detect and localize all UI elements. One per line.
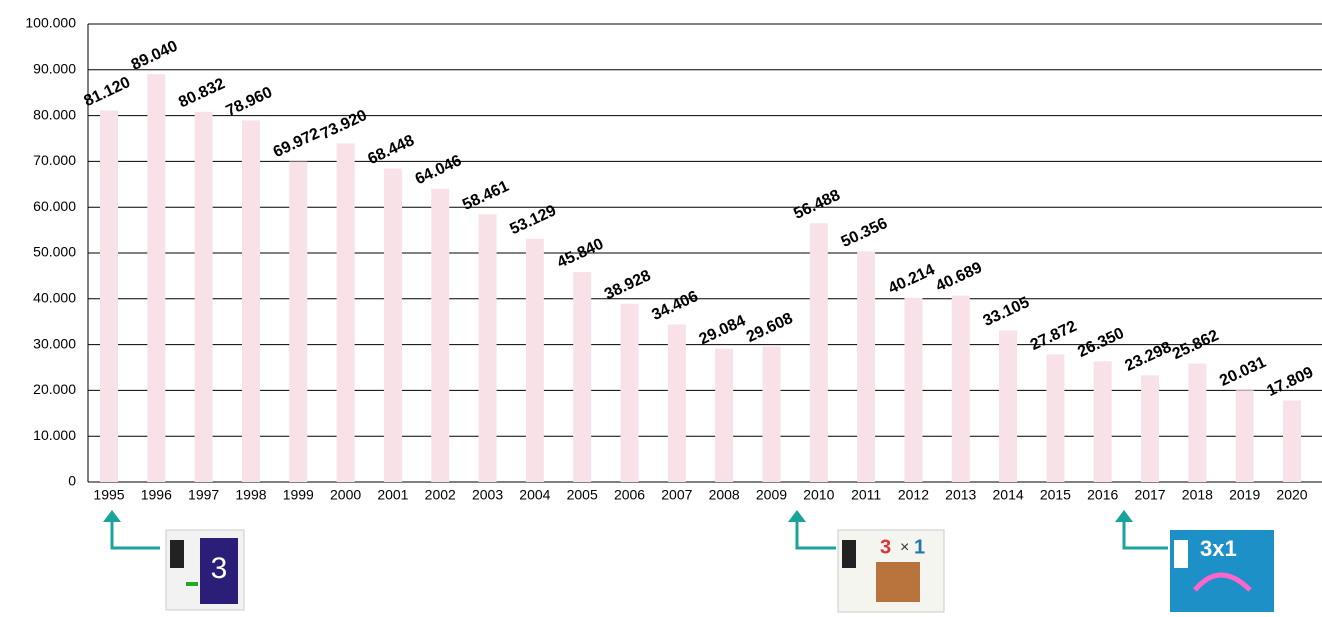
bar bbox=[762, 346, 781, 482]
product-1995: 3 bbox=[103, 510, 245, 611]
y-tick-label: 70.000 bbox=[33, 152, 76, 168]
x-tick-label: 2008 bbox=[709, 487, 740, 503]
value-label: 27.872 bbox=[1028, 318, 1080, 354]
product-2010: 3 × 1 bbox=[788, 510, 945, 613]
value-label: 45.840 bbox=[555, 236, 607, 272]
bar bbox=[809, 223, 828, 482]
value-label: 68.448 bbox=[365, 132, 417, 168]
value-label: 20.031 bbox=[1217, 354, 1269, 390]
y-tick-label: 90.000 bbox=[33, 61, 76, 77]
y-tick-label: 40.000 bbox=[33, 290, 76, 306]
x-tick-label: 2005 bbox=[567, 487, 598, 503]
y-tick-label: 20.000 bbox=[33, 381, 76, 397]
svg-text:×: × bbox=[900, 539, 909, 556]
x-tick-label: 1995 bbox=[93, 487, 124, 503]
bar bbox=[857, 251, 876, 482]
x-tick-label: 2017 bbox=[1134, 487, 1165, 503]
x-tick-label: 2010 bbox=[803, 487, 834, 503]
x-tick-label: 2016 bbox=[1087, 487, 1118, 503]
bar bbox=[999, 330, 1018, 482]
product-2017: 3x1 bbox=[1115, 510, 1274, 612]
y-tick-label: 100.000 bbox=[25, 15, 76, 31]
x-tick-label: 1997 bbox=[188, 487, 219, 503]
svg-text:3x1: 3x1 bbox=[1200, 536, 1237, 561]
y-tick-label: 50.000 bbox=[33, 244, 76, 260]
x-tick-label: 2013 bbox=[945, 487, 976, 503]
x-tick-label: 1996 bbox=[141, 487, 172, 503]
y-tick-label: 80.000 bbox=[33, 106, 76, 122]
value-label: 80.832 bbox=[176, 75, 228, 111]
x-tick-label: 2002 bbox=[425, 487, 456, 503]
value-label: 58.461 bbox=[460, 178, 512, 214]
x-tick-label: 2020 bbox=[1276, 487, 1307, 503]
bar bbox=[1141, 375, 1160, 482]
value-label: 40.689 bbox=[933, 259, 985, 295]
bar bbox=[1283, 400, 1301, 482]
x-tick-label: 2007 bbox=[661, 487, 692, 503]
value-label: 73.920 bbox=[318, 107, 370, 143]
x-tick-label: 1998 bbox=[235, 487, 266, 503]
value-label: 64.046 bbox=[413, 152, 465, 188]
bar bbox=[715, 348, 734, 482]
bar bbox=[1093, 361, 1112, 482]
svg-text:1: 1 bbox=[914, 536, 925, 558]
bar bbox=[1046, 354, 1065, 482]
value-label: 17.809 bbox=[1265, 364, 1317, 400]
value-label: 50.356 bbox=[839, 215, 891, 251]
bar bbox=[383, 168, 402, 482]
bar bbox=[951, 295, 970, 482]
bar bbox=[904, 297, 923, 482]
value-label: 56.488 bbox=[791, 187, 843, 223]
x-tick-label: 2018 bbox=[1182, 487, 1213, 503]
y-tick-label: 60.000 bbox=[33, 198, 76, 214]
bar bbox=[241, 120, 260, 483]
y-tick-label: 30.000 bbox=[33, 335, 76, 351]
x-tick-label: 2012 bbox=[898, 487, 929, 503]
bar bbox=[336, 143, 355, 482]
value-label: 38.928 bbox=[602, 267, 654, 303]
x-tick-label: 2009 bbox=[756, 487, 787, 503]
x-tick-label: 2006 bbox=[614, 487, 645, 503]
svg-text:3: 3 bbox=[880, 536, 891, 558]
x-tick-label: 2003 bbox=[472, 487, 503, 503]
value-label: 69.972 bbox=[271, 125, 323, 161]
value-label: 25.862 bbox=[1170, 327, 1222, 363]
value-label: 34.406 bbox=[649, 288, 701, 324]
x-tick-label: 2019 bbox=[1229, 487, 1260, 503]
value-label: 29.084 bbox=[697, 312, 749, 348]
value-label: 78.960 bbox=[223, 84, 275, 120]
y-tick-label: 10.000 bbox=[33, 427, 76, 443]
value-label: 40.214 bbox=[886, 261, 938, 297]
value-label: 89.040 bbox=[129, 38, 181, 74]
bar bbox=[289, 161, 308, 482]
x-tick-label: 1999 bbox=[283, 487, 314, 503]
bar bbox=[573, 272, 592, 482]
bar bbox=[478, 214, 497, 482]
bar bbox=[100, 110, 118, 482]
x-tick-label: 2011 bbox=[851, 487, 881, 503]
bar bbox=[1188, 363, 1207, 482]
x-tick-label: 2014 bbox=[993, 487, 1024, 503]
bar bbox=[194, 111, 213, 483]
bar bbox=[147, 74, 166, 482]
bar bbox=[667, 324, 686, 482]
x-tick-label: 2000 bbox=[330, 487, 361, 503]
x-tick-label: 2001 bbox=[377, 487, 408, 503]
bar bbox=[1235, 390, 1254, 482]
x-tick-label: 2015 bbox=[1040, 487, 1071, 503]
value-label: 29.608 bbox=[744, 310, 796, 346]
bar bbox=[620, 303, 639, 482]
bar bbox=[431, 188, 450, 483]
value-label: 26.350 bbox=[1075, 325, 1127, 361]
svg-text:3: 3 bbox=[211, 552, 228, 585]
value-label: 81.120 bbox=[82, 74, 134, 110]
bar bbox=[525, 238, 544, 482]
y-tick-label: 0 bbox=[68, 473, 76, 489]
x-tick-label: 2004 bbox=[519, 487, 550, 503]
